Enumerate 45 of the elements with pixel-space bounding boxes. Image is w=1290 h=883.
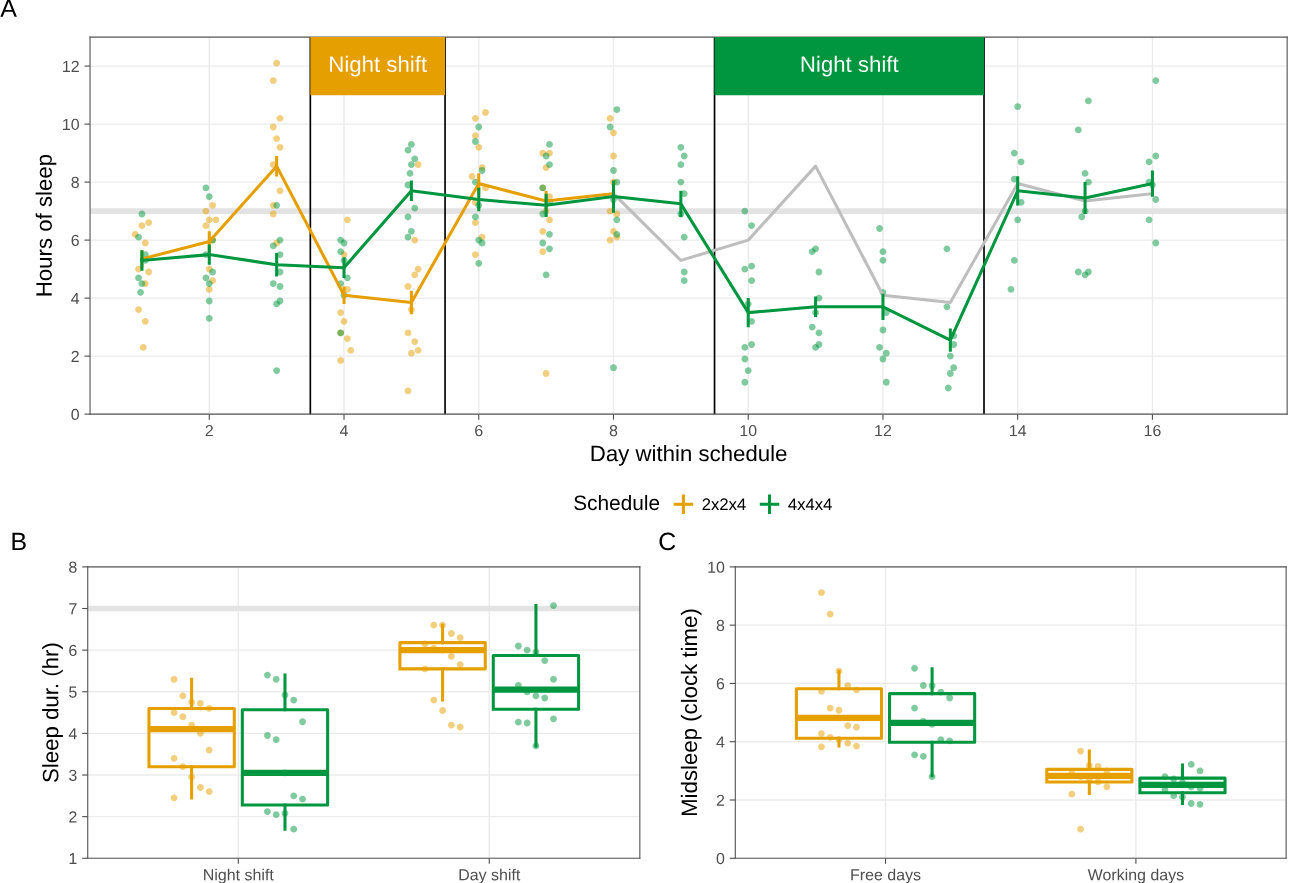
y-tick-label: 6	[69, 644, 77, 657]
chart-title: A	[0, 0, 17, 17]
y-axis-title: Sleep dur. (hr)	[42, 643, 63, 782]
y-tick-label: 12	[63, 60, 79, 72]
y-tick-label: 0	[716, 852, 725, 865]
y-tick-label: 3	[69, 769, 77, 781]
band-label: Night shift	[801, 55, 899, 77]
y-tick-label: 7	[69, 603, 77, 615]
x-axis-title: Day within schedule	[591, 444, 787, 466]
x-tick-label: 16	[1144, 424, 1161, 437]
legend-label: 2x2x4	[702, 498, 746, 510]
y-tick-label: 10	[708, 561, 725, 573]
y-tick-label: 4	[71, 292, 80, 304]
y-tick-label: 8	[69, 561, 77, 573]
y-axis-title: Midsleep (clock time)	[680, 609, 702, 816]
x-tick-label: 4	[339, 425, 348, 437]
legend-title: Schedule	[574, 494, 660, 511]
y-tick-label: 2	[69, 811, 77, 823]
y-tick-label: 4	[68, 728, 77, 740]
x-tick-label: Working days	[1087, 868, 1184, 883]
y-tick-label: 6	[71, 234, 79, 247]
x-tick-label: 10	[740, 424, 757, 437]
y-tick-label: 6	[716, 678, 725, 690]
y-tick-label: 5	[69, 686, 77, 698]
band-label: Night shift	[330, 55, 427, 77]
x-tick-label: Free days	[851, 868, 921, 883]
y-tick-label: 4	[716, 736, 725, 748]
x-tick-label: 12	[875, 424, 892, 437]
y-tick-label: 2	[716, 794, 725, 806]
y-tick-label: 8	[716, 619, 725, 632]
y-tick-label: 8	[71, 176, 79, 189]
x-tick-label: 8	[609, 424, 618, 437]
x-tick-label: Day shift	[459, 868, 521, 883]
legend-label: 4x4x4	[788, 498, 832, 510]
y-tick-label: 2	[71, 350, 79, 362]
x-tick-label: 14	[1010, 425, 1027, 437]
chart-title: C	[659, 532, 676, 551]
y-tick-label: 0	[71, 408, 79, 421]
x-tick-label: 2	[205, 424, 213, 437]
x-tick-label: 6	[475, 424, 483, 437]
y-tick-label: 10	[63, 118, 79, 131]
chart-title: B	[12, 532, 26, 551]
x-tick-label: Night shift	[204, 868, 274, 883]
y-tick-label: 1	[69, 853, 77, 865]
y-axis-title: Hours of sleep	[35, 154, 57, 296]
